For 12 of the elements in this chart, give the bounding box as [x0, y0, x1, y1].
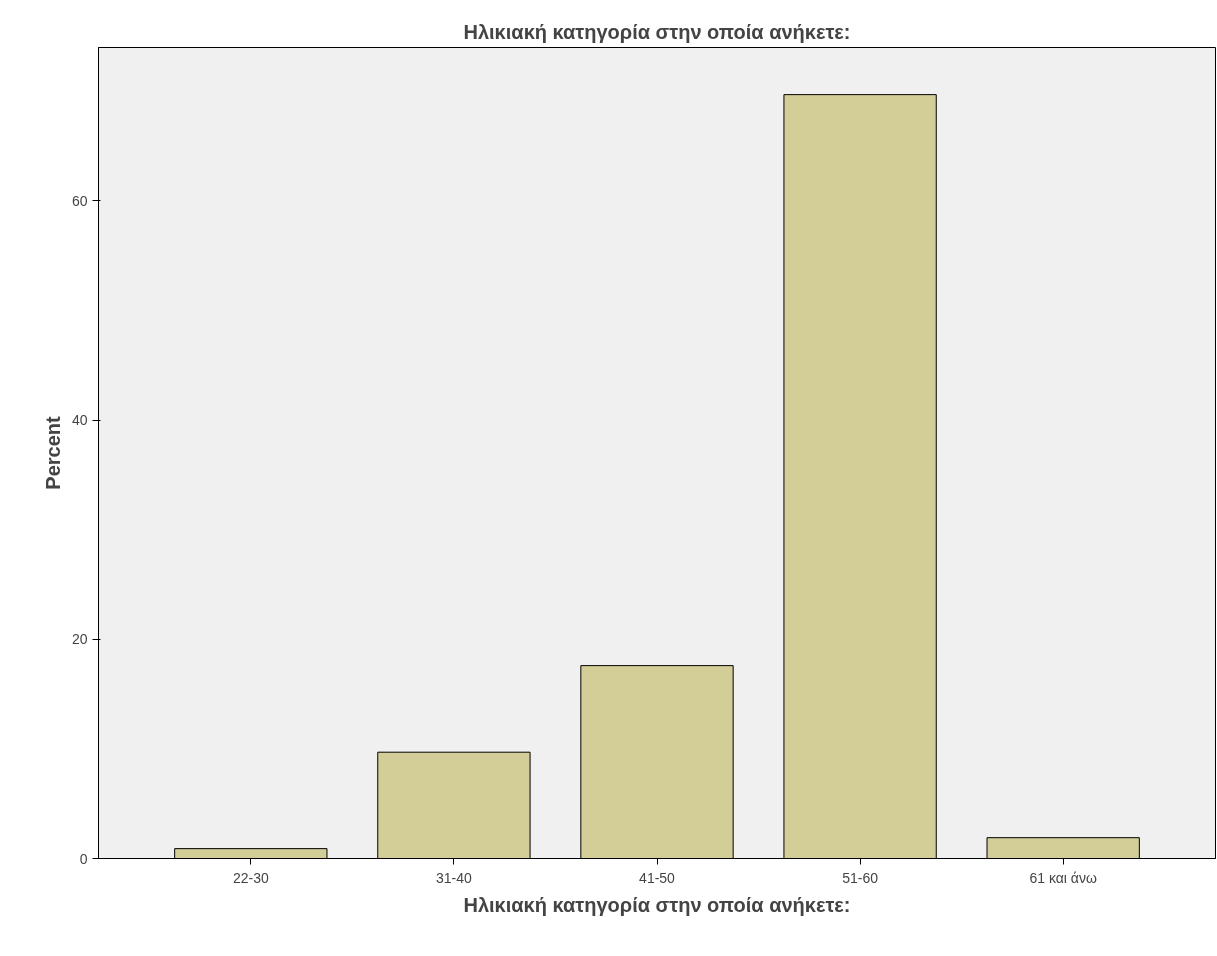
x-axis-title: Ηλικιακή κατηγορία στην οποία ανήκετε: — [463, 893, 851, 916]
y-tick-label: 40 — [71, 412, 88, 429]
x-tick-label: 41-50 — [639, 869, 676, 886]
x-tick-label: 22-30 — [232, 869, 269, 886]
chart-title: Ηλικιακή κατηγορία στην οποία ανήκετε: — [463, 20, 851, 43]
y-tick-label: 0 — [79, 850, 88, 867]
y-tick-label: 60 — [71, 192, 88, 209]
y-tick-label: 20 — [71, 631, 88, 648]
y-axis-title: Percent — [41, 415, 64, 490]
x-tick-label: 51-60 — [842, 869, 879, 886]
x-tick-label: 61 και άνω — [1029, 869, 1097, 886]
x-tick-label: 31-40 — [436, 869, 473, 886]
